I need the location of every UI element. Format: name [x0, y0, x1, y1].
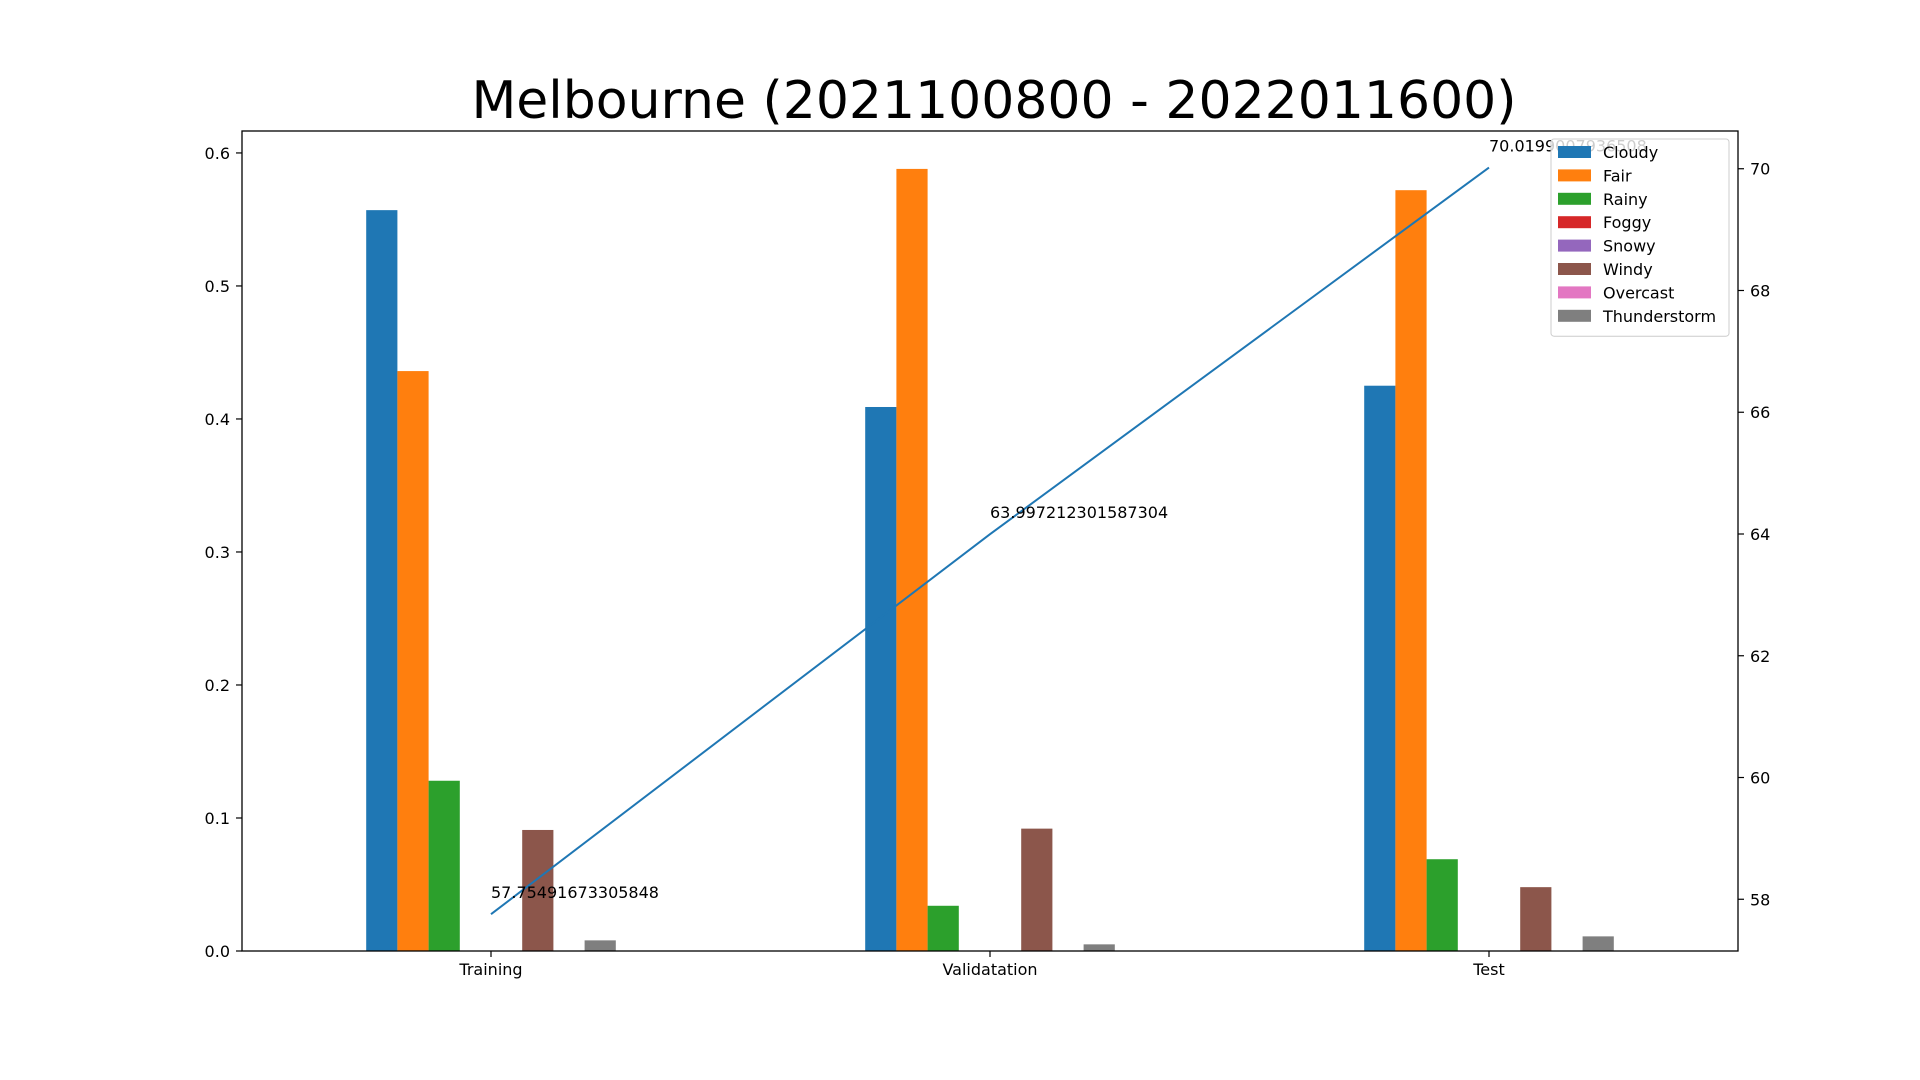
bar-fair-2: [1395, 190, 1427, 951]
bar-rainy-0: [428, 780, 460, 951]
bar-windy-2: [1520, 887, 1552, 951]
plot-area: [366, 168, 1614, 952]
line-series: 57.7549167330584863.99721230158730470.01…: [490, 137, 1647, 915]
left-y-tick-label-0: 0.0: [205, 942, 230, 961]
chart-title: Melbourne (2021100800 - 2022011600): [471, 71, 1516, 131]
plot-frame: [241, 130, 1739, 952]
x-tick-label-1: Validatation: [942, 960, 1037, 979]
legend-swatch-rainy: [1558, 192, 1591, 205]
bar-cloudy-2: [1364, 385, 1396, 951]
left-y-tick-label-4: 0.4: [205, 410, 230, 429]
bar-windy-0: [522, 829, 554, 951]
left-y-tick-label-1: 0.1: [205, 809, 230, 828]
right-y-tick-label-1: 60: [1750, 769, 1770, 788]
left-y-tick-label-3: 0.3: [205, 543, 230, 562]
legend-label-cloudy: Cloudy: [1603, 143, 1658, 162]
bar-cloudy-0: [366, 210, 398, 951]
bar-thunderstorm-1: [1083, 944, 1115, 951]
legend-label-foggy: Foggy: [1603, 213, 1651, 232]
legend: Cloudy Fair Rainy Foggy Snowy Windy Overcast Th…: [1550, 138, 1730, 337]
bar-thunderstorm-0: [584, 940, 616, 951]
right-y-tick-label-3: 64: [1750, 525, 1770, 544]
x-tick-label-0: Training: [458, 960, 522, 979]
legend-label-rainy: Rainy: [1603, 190, 1648, 209]
right-y-tick-label-5: 68: [1750, 281, 1770, 300]
legend-label-fair: Fair: [1603, 166, 1632, 185]
legend-label-snowy: Snowy: [1603, 237, 1656, 256]
legend-label-windy: Windy: [1603, 260, 1653, 279]
legend-swatch-thunderstorm: [1558, 309, 1591, 322]
bar-rainy-1: [927, 905, 959, 951]
bar-rainy-2: [1426, 859, 1458, 951]
legend-swatch-fair: [1558, 169, 1591, 182]
legend-swatch-overcast: [1558, 286, 1591, 299]
legend-swatch-windy: [1558, 263, 1591, 275]
right-y-tick-label-2: 62: [1750, 647, 1770, 666]
legend-swatch-snowy: [1558, 239, 1591, 252]
x-tick-label-2: Test: [1472, 960, 1505, 979]
axes: 0.0 0.1 0.2 0.3 0.4 0.5 0.6 58 60 62 64 66 68 70 Train…: [205, 130, 1770, 979]
legend-label-thunderstorm: Thunderstorm: [1602, 307, 1716, 326]
legend-swatch-foggy: [1558, 216, 1591, 229]
bar-fair-1: [896, 168, 928, 952]
bar-cloudy-1: [865, 406, 897, 951]
left-y-tick-label-2: 0.2: [205, 676, 230, 695]
right-y-tick-label-0: 58: [1750, 890, 1770, 909]
right-y-tick-label-6: 70: [1750, 160, 1770, 179]
legend-swatch-cloudy: [1558, 146, 1591, 158]
bar-windy-1: [1021, 828, 1053, 951]
line-value-label-0: 57.75491673305848: [491, 883, 659, 902]
bar-fair-0: [397, 371, 429, 951]
bar-thunderstorm-2: [1582, 936, 1614, 951]
left-y-tick-label-6: 0.6: [205, 144, 230, 163]
legend-label-overcast: Overcast: [1603, 283, 1674, 302]
left-y-tick-label-5: 0.5: [205, 277, 230, 296]
line-series-path: [490, 166, 1490, 915]
legend-box: [1550, 138, 1730, 337]
right-y-tick-label-4: 66: [1750, 403, 1770, 422]
line-value-label-1: 63.997212301587304: [990, 503, 1168, 522]
